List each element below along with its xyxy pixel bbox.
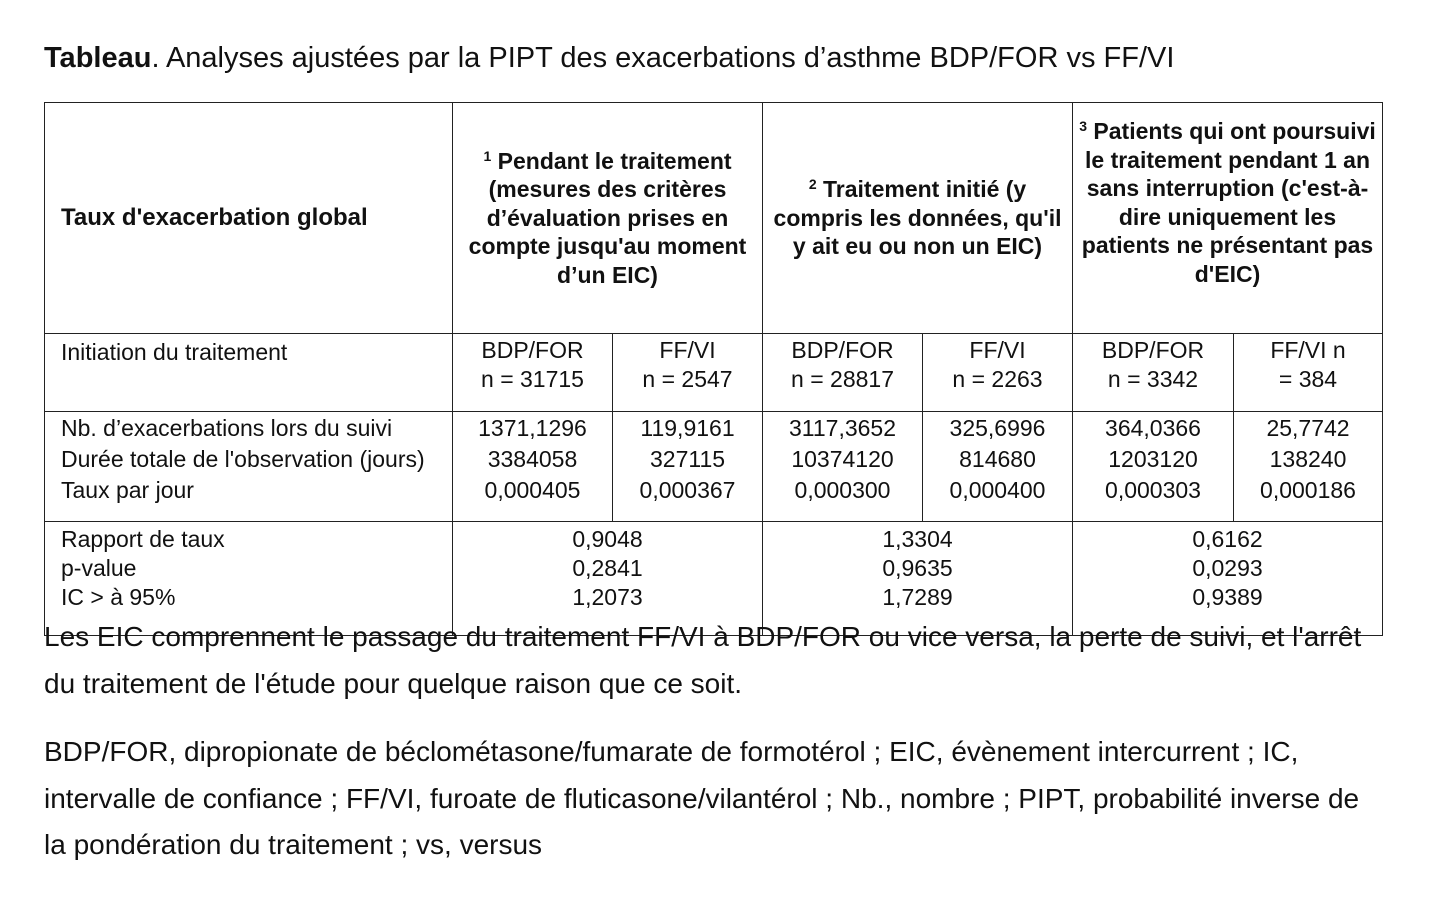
cell-value: 1203120: [1108, 446, 1198, 472]
note-eic-definition: Les EIC comprennent le passage du traite…: [44, 621, 1362, 699]
cell-value: 0,000300: [794, 477, 891, 503]
cell-value: 0,000405: [484, 477, 581, 503]
header-group-2-text: Traitement initié (y compris les données…: [773, 176, 1062, 260]
rate-ratio-row: Rapport de taux p-value IC > à 95% 0,904…: [44, 521, 1384, 636]
row-label: Durée totale de l'observation (jours): [61, 446, 425, 472]
cell-value: 0,9389: [1192, 584, 1263, 610]
cell-value: 0,000400: [949, 477, 1046, 503]
header-group-2: 2 Traitement initié (y compris les donné…: [762, 102, 1074, 334]
row-label: IC > à 95%: [61, 584, 176, 610]
table-cell: 1371,1296 3384058 0,000405: [452, 411, 613, 522]
exacerbation-table: Taux d'exacerbation global 1 Pendant le …: [44, 102, 1384, 636]
arm-n: n = 2263: [952, 366, 1043, 392]
cell-value: 3384058: [487, 446, 578, 472]
header-group-3: 3 Patients qui ont poursuivi le traiteme…: [1072, 102, 1384, 334]
table-cell: 25,7742 138240 0,000186: [1233, 411, 1384, 522]
arm-n: n = 31715: [481, 366, 584, 392]
table-cell: 119,9161 327115 0,000367: [611, 411, 764, 522]
table-cell: FF/VI n = 384: [1233, 333, 1384, 412]
table-cell: FF/VI n = 2547: [611, 333, 764, 412]
row-label: Nb. d’exacerbations lors du suivi: [61, 415, 393, 441]
arm-name: BDP/FOR: [791, 337, 894, 363]
cell-value: 25,7742: [1266, 415, 1350, 441]
cell-value: 0,000367: [639, 477, 736, 503]
table-cell: BDP/FOR n = 31715: [452, 333, 613, 412]
footnote-marker-1: 1: [483, 147, 492, 164]
table-cell: BDP/FOR n = 3342: [1072, 333, 1235, 412]
cell-value: 138240: [1269, 446, 1347, 472]
table-cell: 0,9048 0,2841 1,2073: [451, 521, 764, 636]
cell-value: 1371,1296: [478, 415, 587, 441]
arm-n: n = 28817: [791, 366, 894, 392]
cell-value: 0,9635: [882, 555, 953, 581]
header-group-3-text: Patients qui ont poursuivi le traitement…: [1081, 118, 1376, 287]
cell-value: 364,0366: [1105, 415, 1201, 441]
cell-value: 1,7289: [882, 584, 953, 610]
header-group-1-text: Pendant le traitement (mesures des critè…: [468, 147, 747, 288]
cell-value: 10374120: [791, 446, 894, 472]
header-group-1: 1 Pendant le traitement (mesures des cri…: [451, 102, 764, 334]
row-labels: Rapport de taux p-value IC > à 95%: [44, 521, 453, 636]
cell-value: 0,2841: [572, 555, 643, 581]
arm-name: FF/VI: [659, 337, 716, 363]
footnote-marker-3: 3: [1079, 118, 1088, 134]
cell-value: 0,0293: [1192, 555, 1263, 581]
title-bold: Tableau: [44, 42, 152, 74]
table-notes: Les EIC comprennent le passage du traite…: [44, 614, 1384, 869]
table-title: Tableau. Analyses ajustées par la PIPT d…: [44, 42, 1174, 75]
table-cell: 325,6996 814680 0,000400: [922, 411, 1074, 522]
row-label: Rapport de taux: [61, 526, 225, 552]
cell-value: 814680: [959, 446, 1036, 472]
row-label: p-value: [61, 555, 137, 581]
cell-value: 0,9048: [572, 526, 643, 552]
row-label: Taux par jour: [61, 477, 194, 503]
cell-value: 1,3304: [882, 526, 953, 552]
header-row: Taux d'exacerbation global 1 Pendant le …: [44, 102, 1384, 334]
table-cell: 3117,3652 10374120 0,000300: [762, 411, 924, 522]
treatment-initiation-row: Initiation du traitement BDP/FOR n = 3171…: [44, 333, 1384, 412]
arm-n: n = 2547: [642, 366, 733, 392]
arm-name: BDP/FOR: [481, 337, 584, 363]
arm-n: n = 3342: [1107, 366, 1199, 392]
arm-name: FF/VI: [969, 337, 1026, 363]
exacerbation-data-row: Nb. d’exacerbations lors du suivi Durée …: [44, 411, 1384, 522]
footnote-marker-2: 2: [808, 176, 817, 193]
arm-name: BDP/FOR: [1101, 337, 1205, 363]
cell-value: 119,9161: [640, 415, 735, 441]
title-text: . Analyses ajustées par la PIPT des exac…: [151, 42, 1175, 74]
cell-value: 327115: [649, 446, 726, 472]
row-labels: Nb. d’exacerbations lors du suivi Durée …: [44, 411, 453, 522]
header-label: Taux d'exacerbation global: [44, 102, 453, 334]
arm-name: FF/VI n: [1270, 337, 1346, 363]
note-abbreviations: BDP/FOR, dipropionate de béclométasone/f…: [44, 736, 1360, 860]
table-cell: 1,3304 0,9635 1,7289: [762, 521, 1074, 636]
cell-value: 0,000186: [1260, 477, 1356, 503]
cell-value: 1,2073: [572, 584, 643, 610]
table-cell: FF/VI n = 2263: [922, 333, 1074, 412]
arm-n: = 384: [1278, 366, 1338, 392]
table-cell: 364,0366 1203120 0,000303: [1072, 411, 1235, 522]
cell-value: 3117,3652: [789, 415, 897, 441]
row-label: Initiation du traitement: [44, 333, 453, 412]
cell-value: 325,6996: [949, 415, 1046, 441]
table-cell: 0,6162 0,0293 0,9389: [1072, 521, 1384, 636]
cell-value: 0,000303: [1105, 477, 1201, 503]
table-cell: BDP/FOR n = 28817: [762, 333, 924, 412]
cell-value: 0,6162: [1192, 526, 1263, 552]
